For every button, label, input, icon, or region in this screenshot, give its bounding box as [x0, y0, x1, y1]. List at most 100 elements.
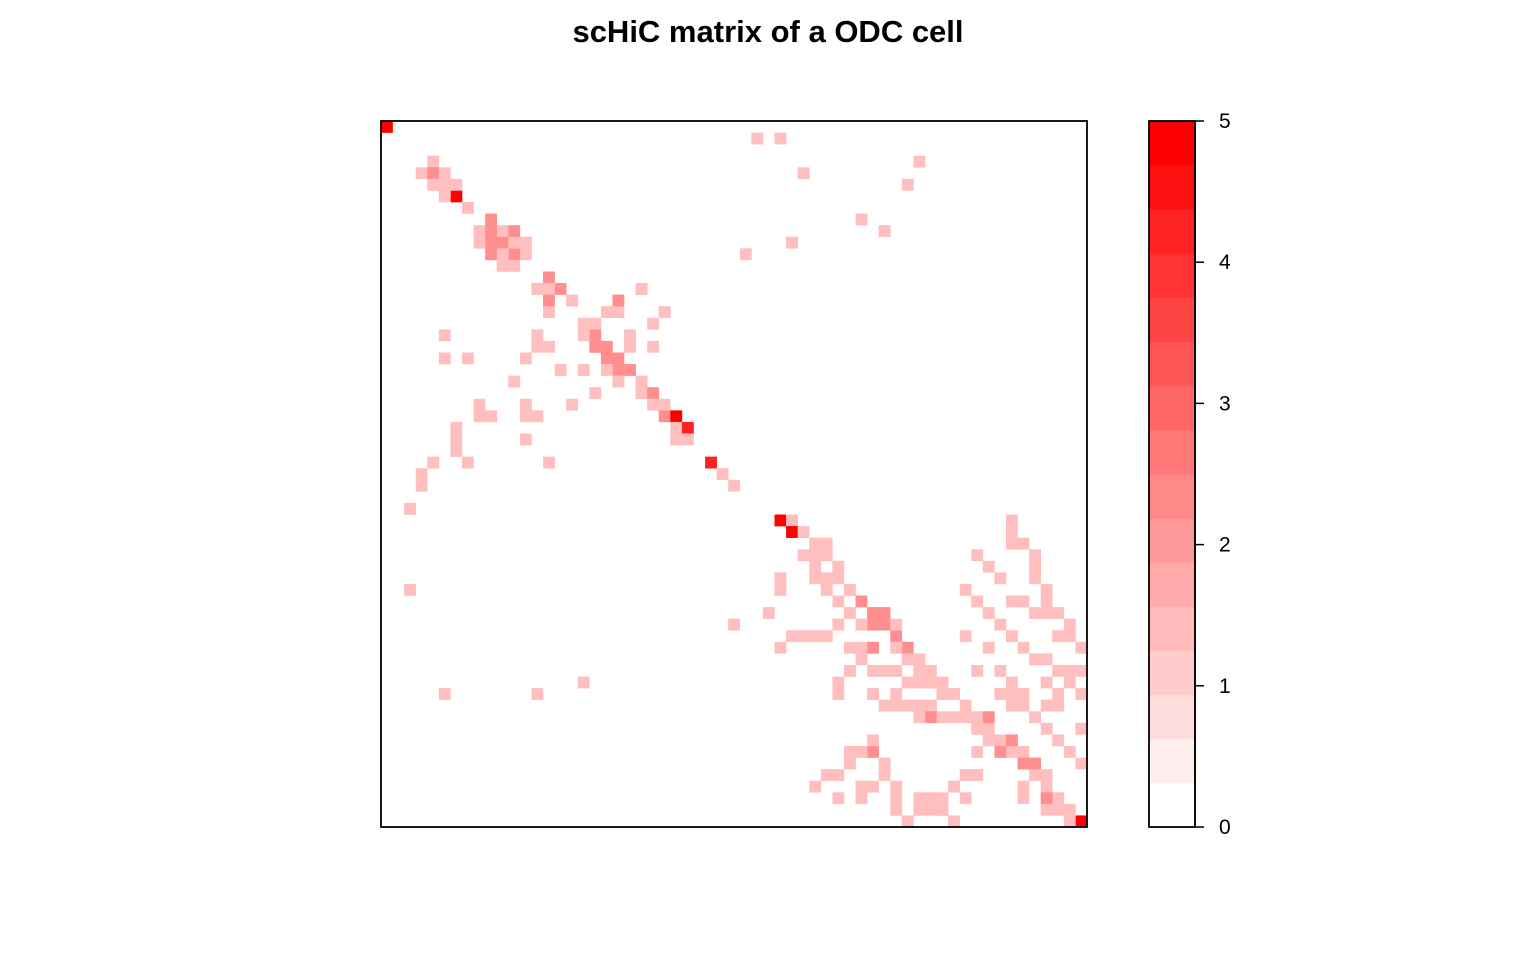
- heatmap-cell: [786, 526, 798, 538]
- heatmap-cell: [612, 294, 625, 307]
- heatmap-cell: [600, 352, 613, 365]
- heatmap-cell: [473, 236, 486, 249]
- heatmap-cell: [774, 583, 787, 596]
- heatmap-cell: [1017, 699, 1030, 712]
- heatmap-cell: [809, 537, 822, 550]
- heatmap-cell: [878, 757, 891, 770]
- heatmap-cell: [924, 664, 937, 677]
- heatmap-cell: [1040, 583, 1053, 596]
- heatmap-cell: [1040, 595, 1053, 608]
- heatmap-cell: [936, 803, 949, 816]
- heatmap-cell: [1005, 734, 1018, 747]
- heatmap-cell: [427, 167, 440, 180]
- heatmap-cell: [635, 387, 648, 400]
- heatmap-cell: [728, 479, 741, 492]
- heatmap-cell: [1075, 815, 1088, 828]
- heatmap-cell: [543, 294, 555, 307]
- heatmap-cell: [647, 398, 660, 411]
- heatmap-cell: [473, 410, 486, 423]
- heatmap-cell: [404, 583, 417, 596]
- heatmap-cell: [855, 745, 868, 758]
- heatmap-cell: [982, 722, 995, 735]
- heatmap-cell: [1063, 803, 1076, 816]
- heatmap-cell: [809, 630, 822, 643]
- heatmap-cell: [913, 676, 926, 689]
- heatmap-cell: [924, 792, 937, 805]
- heatmap-cell: [519, 410, 532, 423]
- heatmap-cell: [959, 630, 972, 643]
- heatmap-cell: [855, 653, 868, 666]
- heatmap-cell: [867, 780, 879, 793]
- heatmap-cell: [774, 572, 787, 585]
- heatmap-cell: [1005, 537, 1018, 550]
- heatmap-cell: [1040, 803, 1053, 816]
- heatmap-cell: [971, 745, 984, 758]
- heatmap-cell: [1052, 792, 1065, 805]
- heatmap-cell: [1040, 653, 1053, 666]
- heatmap-cell: [809, 560, 822, 573]
- heatmap-cell: [554, 364, 567, 376]
- heatmap-cell: [890, 630, 903, 643]
- heatmap-cell: [936, 676, 949, 689]
- heatmap-cell: [1075, 641, 1088, 654]
- heatmap-cell: [508, 248, 521, 261]
- heatmap-cell: [959, 699, 972, 712]
- heatmap-cell: [774, 132, 787, 145]
- heatmap-cell: [1075, 688, 1088, 700]
- heatmap-cell: [751, 132, 764, 145]
- heatmap-cell: [924, 699, 937, 712]
- colorbar-segment: [1149, 738, 1195, 784]
- heatmap-cell: [543, 306, 555, 319]
- heatmap-cell: [589, 387, 602, 400]
- heatmap-cell: [415, 468, 428, 481]
- plot-area-frame: [380, 120, 1088, 828]
- heatmap-cell: [566, 294, 579, 307]
- heatmap-cell: [716, 468, 729, 481]
- heatmap-cell: [855, 780, 868, 793]
- heatmap-cell: [427, 178, 440, 191]
- heatmap-cell: [1029, 607, 1041, 619]
- heatmap-cell: [982, 641, 995, 654]
- heatmap-cell: [600, 306, 613, 319]
- heatmap-cell: [543, 283, 555, 295]
- heatmap-cell: [1029, 769, 1041, 781]
- heatmap-cell: [1017, 595, 1030, 608]
- heatmap-cell: [855, 618, 868, 631]
- heatmap-cell: [855, 213, 868, 226]
- heatmap-cell: [843, 583, 856, 596]
- heatmap-cell: [982, 734, 995, 747]
- heatmap-cell: [450, 433, 463, 446]
- heatmap-cell: [543, 271, 555, 284]
- heatmap-cell: [924, 676, 937, 689]
- heatmap-cell: [577, 676, 590, 689]
- heatmap-cell: [820, 630, 833, 643]
- heatmap-cell: [438, 190, 451, 203]
- heatmap-cell: [994, 745, 1007, 758]
- heatmap-cell: [878, 769, 891, 781]
- heatmap-cell: [1040, 769, 1053, 781]
- heatmap-cell: [624, 364, 636, 376]
- heatmap-cell: [867, 745, 879, 758]
- heatmap-cell: [832, 769, 845, 781]
- heatmap-cell: [797, 630, 810, 643]
- heatmap-cell: [901, 641, 914, 654]
- heatmap-cell: [1005, 745, 1018, 758]
- heatmap-cell: [901, 815, 914, 828]
- heatmap-cell: [519, 433, 532, 446]
- heatmap-cell: [867, 734, 879, 747]
- heatmap-cell: [496, 259, 509, 272]
- heatmap-cell: [438, 688, 451, 700]
- heatmap-cell: [890, 664, 903, 677]
- heatmap-cell: [1040, 792, 1053, 805]
- heatmap-cell: [1040, 676, 1053, 689]
- heatmap-cell: [820, 769, 833, 781]
- colorbar-segment: [1149, 782, 1195, 828]
- heatmap-cell: [762, 607, 775, 619]
- heatmap-cell: [832, 688, 845, 700]
- heatmap-cell: [890, 618, 903, 631]
- heatmap-cell: [994, 734, 1007, 747]
- heatmap-cell: [635, 375, 648, 388]
- heatmap-cell: [786, 630, 798, 643]
- heatmap-cell: [1029, 653, 1041, 666]
- heatmap-cell: [508, 225, 521, 238]
